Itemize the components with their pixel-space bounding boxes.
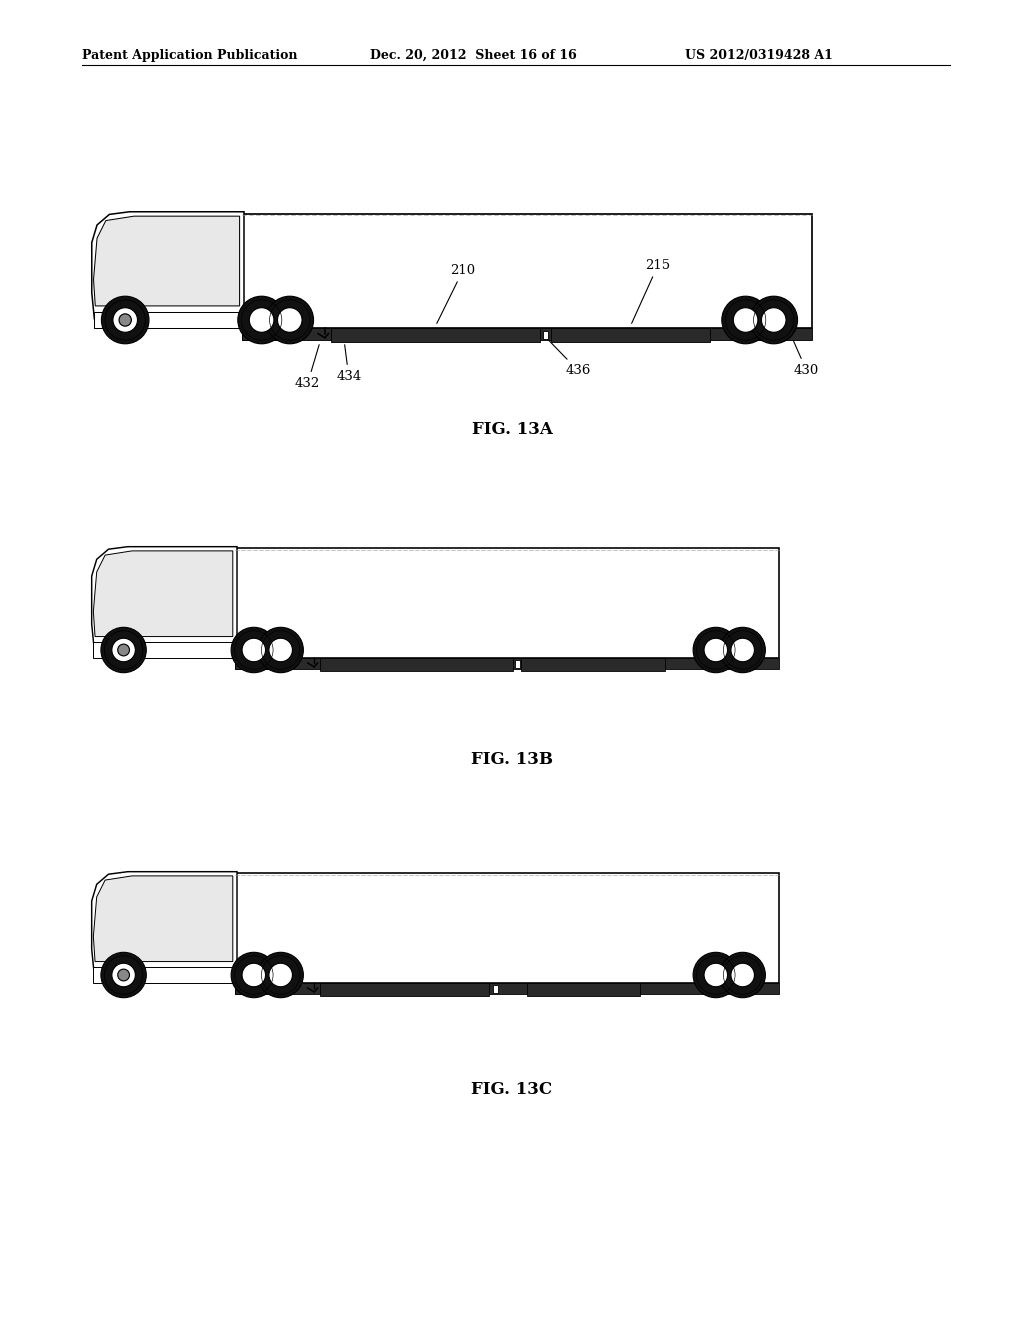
Text: FIG. 13A: FIG. 13A: [472, 421, 552, 438]
Text: 215: 215: [632, 259, 671, 323]
Circle shape: [112, 639, 135, 661]
Bar: [321, 657, 513, 671]
Circle shape: [731, 964, 755, 987]
Circle shape: [705, 964, 728, 987]
Polygon shape: [93, 550, 232, 636]
Bar: [93, 968, 237, 982]
Bar: [494, 985, 499, 994]
Bar: [243, 214, 812, 327]
Circle shape: [118, 644, 129, 656]
Circle shape: [118, 969, 129, 981]
Circle shape: [269, 964, 293, 987]
Bar: [236, 874, 779, 982]
Circle shape: [242, 639, 265, 661]
Circle shape: [269, 639, 293, 661]
Circle shape: [762, 308, 786, 333]
Bar: [236, 657, 286, 669]
Circle shape: [258, 627, 303, 673]
Circle shape: [750, 296, 798, 343]
Circle shape: [705, 639, 728, 661]
Circle shape: [249, 308, 274, 333]
Polygon shape: [92, 211, 244, 327]
Polygon shape: [92, 871, 237, 982]
Bar: [521, 657, 666, 671]
Text: Dec. 20, 2012  Sheet 16 of 16: Dec. 20, 2012 Sheet 16 of 16: [370, 49, 577, 62]
Text: FIG. 13C: FIG. 13C: [471, 1081, 553, 1098]
Bar: [236, 982, 779, 994]
Circle shape: [720, 627, 765, 673]
Circle shape: [101, 952, 146, 998]
Circle shape: [231, 627, 276, 673]
Circle shape: [119, 314, 131, 326]
Text: 210: 210: [437, 264, 476, 323]
Bar: [243, 327, 295, 341]
Circle shape: [231, 952, 276, 998]
Bar: [236, 548, 779, 657]
Circle shape: [112, 964, 135, 987]
Circle shape: [720, 952, 765, 998]
Bar: [551, 327, 711, 342]
Text: 432: 432: [295, 345, 321, 389]
Bar: [331, 327, 540, 342]
Polygon shape: [93, 216, 240, 306]
Polygon shape: [93, 876, 232, 961]
Circle shape: [733, 308, 758, 333]
Circle shape: [238, 296, 286, 343]
Text: Patent Application Publication: Patent Application Publication: [82, 49, 298, 62]
Bar: [236, 982, 286, 994]
Circle shape: [693, 952, 738, 998]
Bar: [543, 330, 548, 339]
Text: 434: 434: [336, 345, 361, 383]
Circle shape: [101, 627, 146, 673]
Bar: [243, 327, 812, 341]
Circle shape: [266, 296, 313, 343]
Polygon shape: [92, 546, 237, 657]
Bar: [321, 982, 489, 997]
Circle shape: [101, 296, 148, 343]
Bar: [526, 982, 640, 997]
Circle shape: [693, 627, 738, 673]
Circle shape: [242, 964, 265, 987]
Circle shape: [731, 639, 755, 661]
Bar: [236, 657, 779, 669]
Circle shape: [722, 296, 769, 343]
Text: US 2012/0319428 A1: US 2012/0319428 A1: [685, 49, 833, 62]
Text: FIG. 13B: FIG. 13B: [471, 751, 553, 768]
Text: 436: 436: [547, 339, 591, 378]
Bar: [93, 643, 237, 657]
Circle shape: [258, 952, 303, 998]
Circle shape: [278, 308, 302, 333]
Text: 430: 430: [794, 342, 819, 376]
Bar: [93, 312, 244, 327]
Circle shape: [113, 308, 137, 333]
Bar: [514, 660, 519, 668]
